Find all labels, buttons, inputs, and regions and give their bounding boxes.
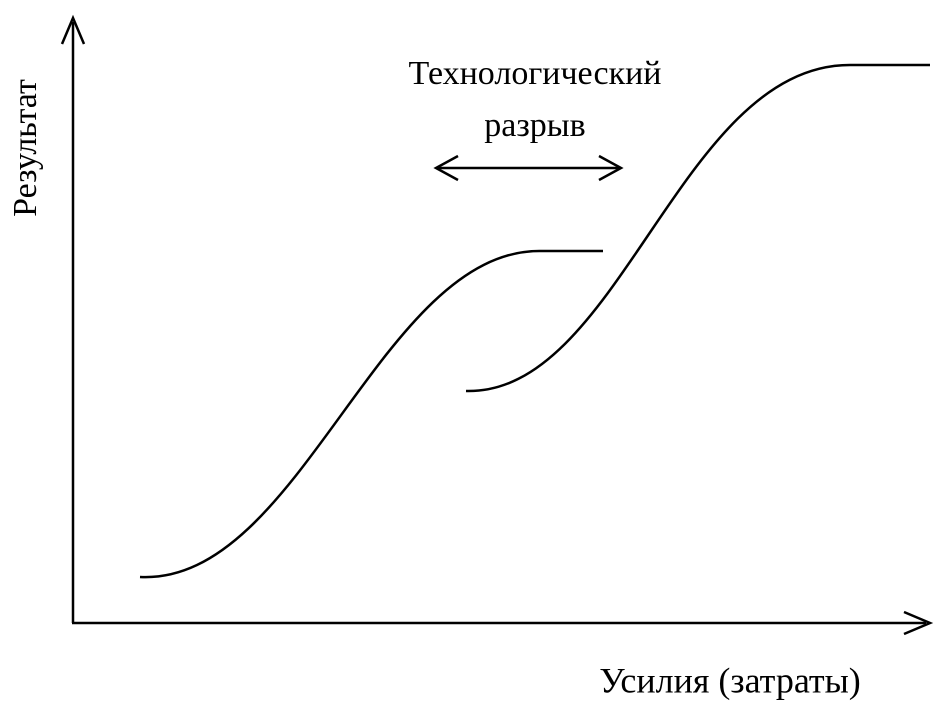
x-axis-arrow bbox=[903, 610, 934, 636]
annotation-line: Технологический bbox=[408, 55, 661, 92]
x-axis-label: Усилия (затраты) bbox=[599, 660, 861, 700]
s-curve-2 bbox=[465, 63, 930, 393]
gap-arrow-right-head bbox=[598, 154, 624, 182]
y-axis-arrow bbox=[60, 14, 86, 45]
y-axis-label: Результат bbox=[7, 79, 44, 217]
s-curve-1 bbox=[139, 249, 603, 579]
gap-arrow-left-head bbox=[433, 154, 459, 182]
annotation-line: разрыв bbox=[484, 107, 585, 144]
